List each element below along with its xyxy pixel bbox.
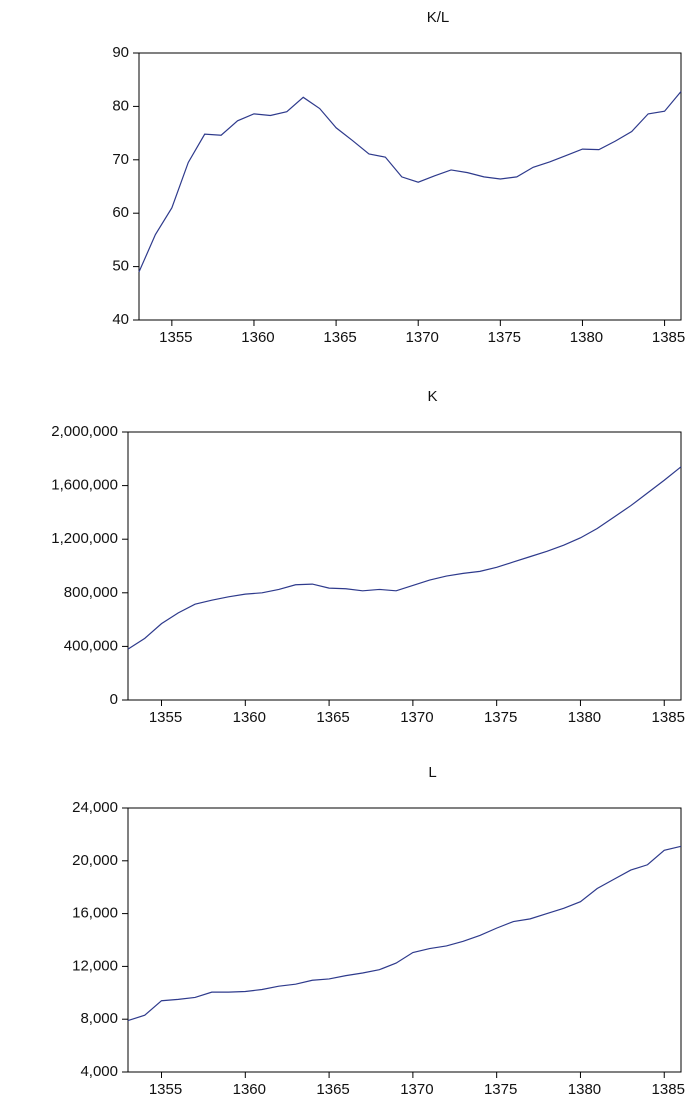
y-tick-label: 0 xyxy=(110,691,118,708)
y-tick-label: 800,000 xyxy=(64,584,118,601)
chart-title: K xyxy=(427,388,437,405)
x-tick-label: 1365 xyxy=(316,1081,349,1098)
x-tick-label: 1370 xyxy=(400,1081,433,1098)
y-tick-label: 400,000 xyxy=(64,637,118,654)
x-tick-label: 1370 xyxy=(406,329,439,346)
x-tick-label: 1375 xyxy=(488,329,521,346)
plot-frame xyxy=(138,52,682,321)
y-tick-label: 90 xyxy=(112,44,129,61)
x-tick-label: 1355 xyxy=(159,329,192,346)
chart-title: K/L xyxy=(427,9,450,26)
x-tick-label: 1385 xyxy=(652,1081,685,1098)
y-tick-label: 8,000 xyxy=(80,1010,118,1027)
x-tick-label: 1355 xyxy=(149,709,182,726)
y-tick-label: 70 xyxy=(112,151,129,168)
x-tick-label: 1385 xyxy=(652,709,685,726)
x-tick-label: 1375 xyxy=(484,1081,517,1098)
plot-frame xyxy=(127,807,682,1073)
y-tick-label: 1,600,000 xyxy=(51,477,118,494)
y-tick-label: 16,000 xyxy=(72,905,118,922)
x-tick-label: 1380 xyxy=(568,1081,601,1098)
x-tick-label: 1380 xyxy=(570,329,603,346)
y-tick-label: 40 xyxy=(112,311,129,328)
x-tick-label: 1360 xyxy=(233,1081,266,1098)
y-tick-label: 50 xyxy=(112,258,129,275)
x-tick-label: 1365 xyxy=(323,329,356,346)
x-tick-label: 1355 xyxy=(149,1081,182,1098)
x-tick-label: 1370 xyxy=(400,709,433,726)
y-tick-label: 12,000 xyxy=(72,957,118,974)
x-tick-label: 1380 xyxy=(568,709,601,726)
y-tick-label: 60 xyxy=(112,204,129,221)
chart-title: L xyxy=(428,764,436,781)
y-tick-label: 20,000 xyxy=(72,852,118,869)
x-tick-label: 1375 xyxy=(484,709,517,726)
x-tick-label: 1365 xyxy=(316,709,349,726)
data-line xyxy=(127,466,682,650)
x-tick-label: 1385 xyxy=(652,329,685,346)
plot-frame xyxy=(127,431,682,701)
y-tick-label: 2,000,000 xyxy=(51,423,118,440)
y-tick-label: 24,000 xyxy=(72,799,118,816)
y-tick-label: 80 xyxy=(112,97,129,114)
y-tick-label: 1,200,000 xyxy=(51,530,118,547)
y-tick-label: 4,000 xyxy=(80,1063,118,1080)
data-line xyxy=(127,845,682,1022)
x-tick-label: 1360 xyxy=(233,709,266,726)
data-line xyxy=(138,91,682,273)
x-tick-label: 1360 xyxy=(241,329,274,346)
